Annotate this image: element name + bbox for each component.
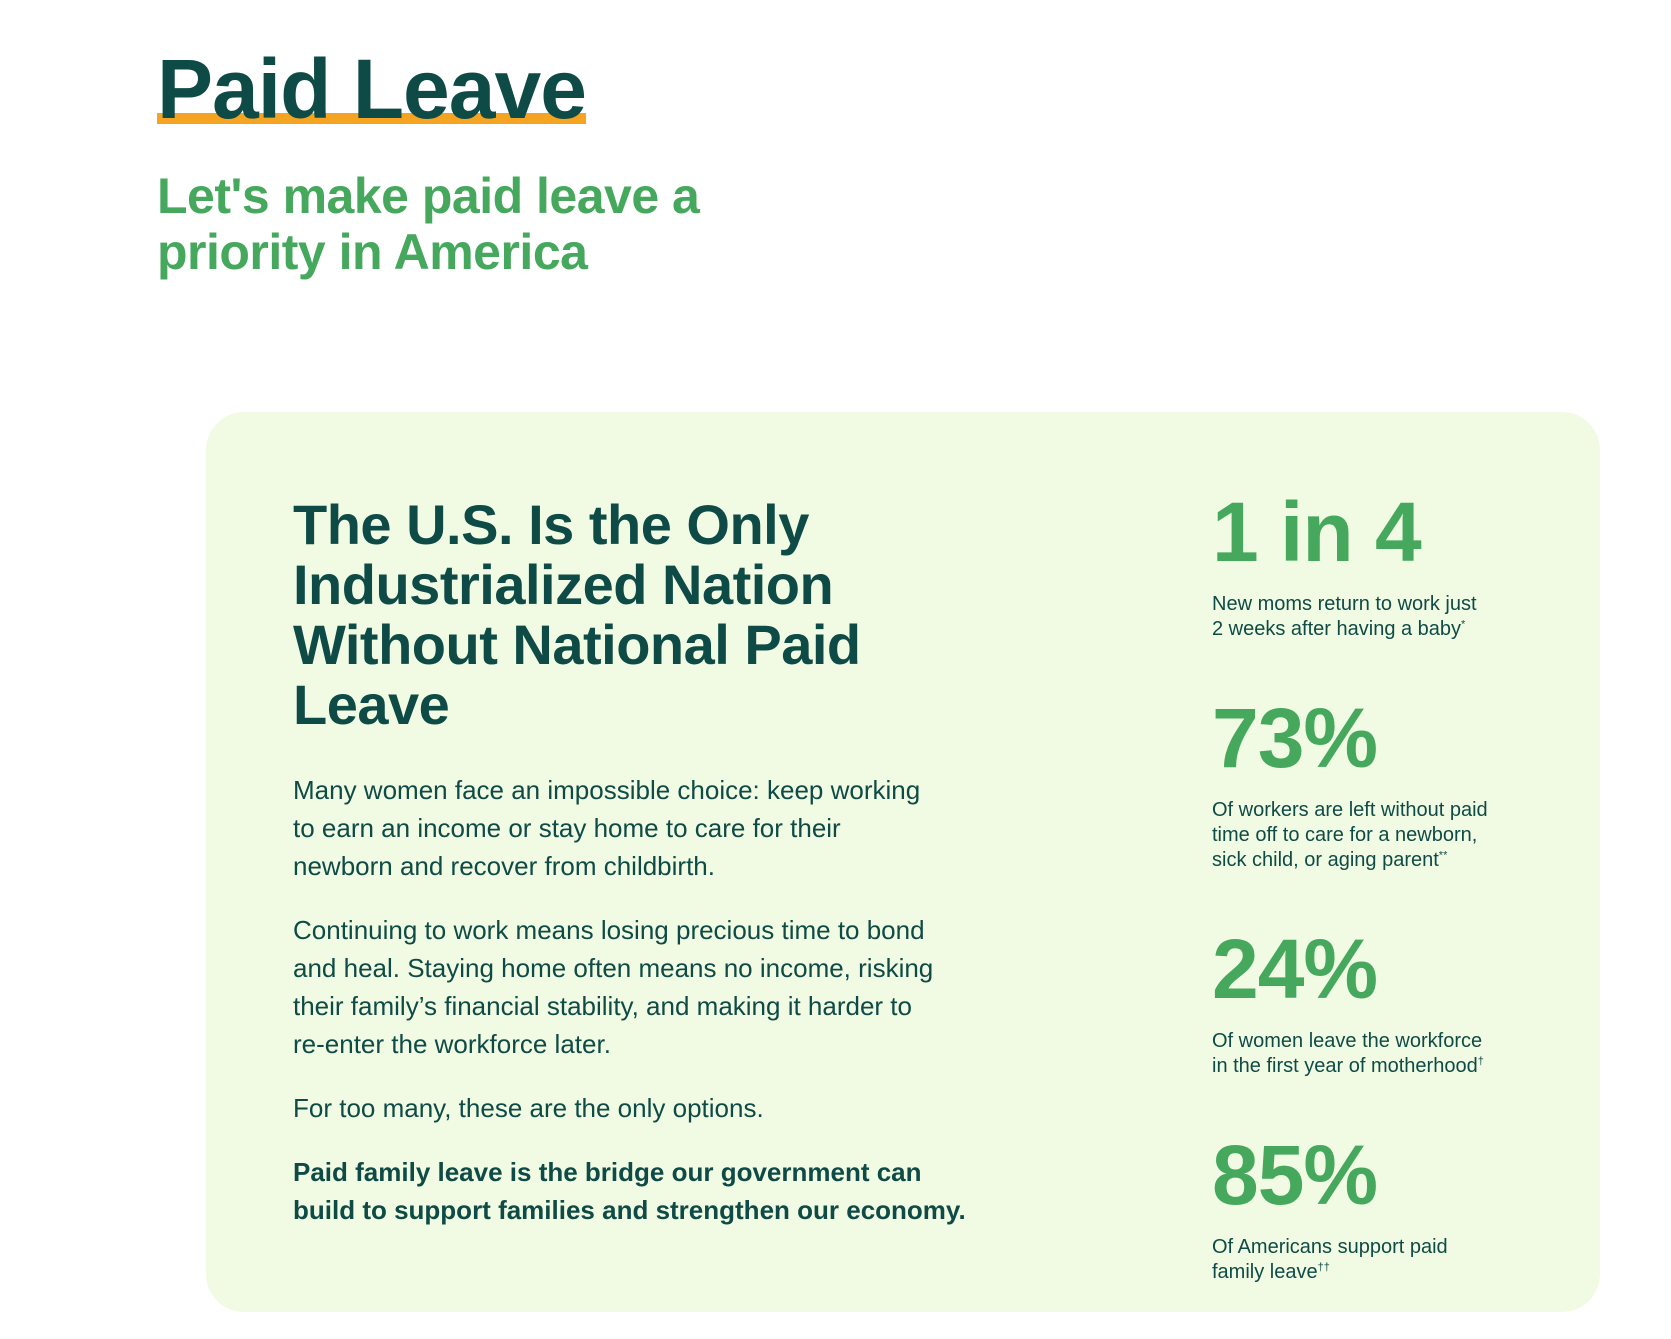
section-heading-line-1: The U.S. Is the Only xyxy=(293,493,809,556)
stat-value: 85% xyxy=(1212,1128,1378,1222)
paragraph-2-line-3: their family’s financial stability, and … xyxy=(293,991,912,1021)
stat-workers-without-leave: 73% Of workers are left without paid tim… xyxy=(1212,696,1532,873)
paragraph-1-line-1: Many women face an impossible choice: ke… xyxy=(293,775,921,805)
paragraph-1-line-2: to earn an income or stay home to care f… xyxy=(293,813,841,843)
paragraph-work-or-home: Continuing to work means losing precious… xyxy=(293,911,1023,1063)
paragraph-4-line-1: Paid family leave is the bridge our gove… xyxy=(293,1157,922,1187)
paragraph-1-line-3: newborn and recover from childbirth. xyxy=(293,851,715,881)
paragraph-4-line-2: build to support families and strengthen… xyxy=(293,1195,966,1225)
stat-caption-line-2: time off to care for a newborn, xyxy=(1212,824,1478,846)
section-heading-line-4: Leave xyxy=(293,673,450,736)
hero-section: Paid Leave Let's make paid leave a prior… xyxy=(157,46,857,280)
footnote-mark: † xyxy=(1477,1055,1484,1068)
section-heading: The U.S. Is the Only Industrialized Nati… xyxy=(293,495,1023,735)
section-heading-line-2: Industrialized Nation xyxy=(293,553,834,616)
footnote-mark: ** xyxy=(1438,849,1448,862)
stat-women-leave-workforce: 24% Of women leave the workforce in the … xyxy=(1212,927,1532,1079)
stat-caption-line-2: 2 weeks after having a baby xyxy=(1212,618,1462,640)
stat-caption: Of workers are left without paid time of… xyxy=(1212,798,1532,873)
page-title-text: Paid Leave xyxy=(157,42,587,136)
page-title: Paid Leave xyxy=(157,46,587,132)
stat-value: 1 in 4 xyxy=(1212,485,1422,579)
stats-column: 1 in 4 New moms return to work just 2 we… xyxy=(1212,490,1532,1339)
footnote-mark: * xyxy=(1461,618,1466,631)
stat-new-moms: 1 in 4 New moms return to work just 2 we… xyxy=(1212,490,1532,642)
paragraph-2-line-1: Continuing to work means losing precious… xyxy=(293,915,925,945)
stat-caption: Of Americans support paid family leave†† xyxy=(1212,1235,1532,1285)
stat-caption: Of women leave the workforce in the firs… xyxy=(1212,1029,1532,1079)
subtitle-line-2: priority in America xyxy=(157,224,588,280)
paragraph-2-line-2: and heal. Staying home often means no in… xyxy=(293,953,934,983)
paragraph-2-line-4: re-enter the workforce later. xyxy=(293,1029,611,1059)
stat-caption-line-2: in the first year of motherhood xyxy=(1212,1055,1478,1077)
stat-caption: New moms return to work just 2 weeks aft… xyxy=(1212,592,1532,642)
section-heading-line-3: Without National Paid xyxy=(293,613,861,676)
paragraph-impossible-choice: Many women face an impossible choice: ke… xyxy=(293,771,1023,885)
page-subtitle: Let's make paid leave a priority in Amer… xyxy=(157,168,857,280)
paid-leave-info-card: The U.S. Is the Only Industrialized Nati… xyxy=(206,412,1600,1312)
stat-value: 73% xyxy=(1212,691,1378,785)
paragraph-only-options: For too many, these are the only options… xyxy=(293,1093,764,1123)
stat-value: 24% xyxy=(1212,922,1378,1016)
stat-caption-line-3: sick child, or aging parent xyxy=(1212,849,1439,871)
stat-public-support: 85% Of Americans support paid family lea… xyxy=(1212,1133,1532,1285)
stat-caption-line-1: Of Americans support paid xyxy=(1212,1236,1448,1258)
stat-caption-line-1: Of workers are left without paid xyxy=(1212,799,1488,821)
stat-caption-line-2: family leave xyxy=(1212,1261,1318,1283)
subtitle-line-1: Let's make paid leave a xyxy=(157,168,700,224)
footnote-mark: †† xyxy=(1317,1261,1330,1274)
paragraph-government-bridge: Paid family leave is the bridge our gove… xyxy=(293,1153,1023,1229)
stat-caption-line-1: New moms return to work just xyxy=(1212,593,1477,615)
info-text-column: The U.S. Is the Only Industrialized Nati… xyxy=(293,495,1023,1229)
stat-caption-line-1: Of women leave the workforce xyxy=(1212,1030,1483,1052)
